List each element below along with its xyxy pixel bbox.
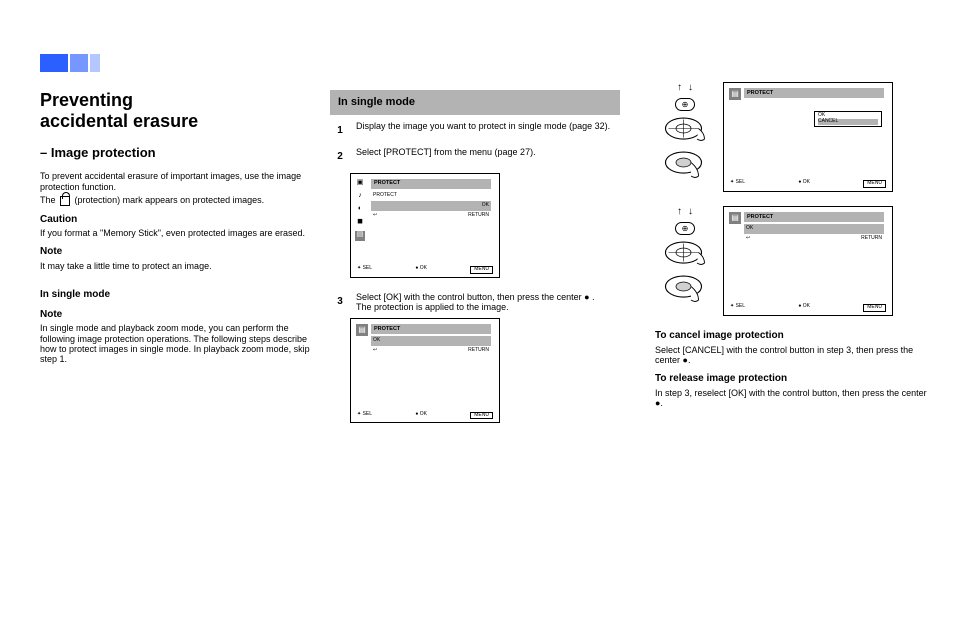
lcd2-row: PROTECT [371,191,491,201]
press-button-icon-b: ⊕ [675,222,696,235]
lcd2-menu: PROTECT OK ↩RETURN [371,191,491,221]
lcd3-title: PROTECT [371,324,491,334]
lcd3-row-highlight: OK [371,336,491,346]
lcd2-row-highlight: OK [371,201,491,211]
step-3-text: Select [OK] with the control button, the… [356,292,620,313]
lcd3-footer: ✦ SEL ● OK MENU [351,412,499,420]
center-press-icon [661,149,709,179]
release-heading: To release image protection [655,373,935,385]
remote-illustration-a: ↑↓ ⊕ [655,82,715,179]
lcd2-footer: ✦ SEL ● OK MENU [351,266,499,274]
icon-timer: ◐ [355,205,365,215]
lcdb-corner-icon: ▤ [729,212,741,224]
icon-card: ◼ [355,218,365,228]
step-1-text: Display the image you want to protect in… [356,121,620,131]
lcdb-row-highlight: OK [744,224,884,234]
lcdb-footer: ✦ SEL ● OK MENU [724,304,892,312]
logo-bar-1 [40,54,68,72]
icon-setup: ▤ [355,231,365,241]
lcd3-return: ↩RETURN [371,346,491,356]
lcda-popup: OK CANCEL [814,111,882,127]
release-body: In step 3, reselect [OK] with the contro… [655,388,935,409]
right-row-b: ↑↓ ⊕ ▤ PROTECT OK ↩RETURN ✦ [655,206,935,316]
single-mode-heading: In single mode [40,289,315,301]
lock-icon [60,196,70,206]
step-number-1: 1 [330,121,350,141]
lcd3-corner-icon: ▤ [356,324,368,336]
dpad-icon [661,115,709,145]
lcda-corner-icon: ▤ [729,88,741,100]
step-1: 1 Display the image you want to protect … [330,121,620,141]
lcdb-menu: OK ↩RETURN [744,224,884,244]
section-strip: In single mode [330,90,620,115]
note2-heading: Note [40,309,315,321]
dpad-icon-b [661,239,709,269]
cancel-body: Select [CANCEL] with the control button … [655,345,935,366]
lcd-step3: ▤ PROTECT OK ↩RETURN ✦ SEL ● OK MENU [350,318,500,423]
lcda-footer: ✦ SEL ● OK MENU [724,180,892,188]
note-heading: Note [40,246,315,258]
lcdb-return: ↩RETURN [744,234,884,244]
icon-sound: ♪ [355,192,365,202]
press-button-icon: ⊕ [675,98,696,111]
lcd2-side-icons: ▣ ♪ ◐ ◼ ▤ [355,179,365,241]
lcda-title: PROTECT [744,88,884,98]
caution-body: If you format a "Memory Stick", even pro… [40,228,315,238]
cancel-heading: To cancel image protection [655,330,935,342]
brand-logo [40,54,100,72]
lcd2-return: ↩RETURN [371,211,491,221]
page-subtitle: – Image protection [40,146,315,161]
center-press-icon-b [661,273,709,303]
step-number-3: 3 [330,292,350,312]
lcd-step2: ▣ ♪ ◐ ◼ ▤ PROTECT PROTECT OK ↩RETURN ✦ S… [350,173,500,278]
lcdb-title: PROTECT [744,212,884,222]
note-body: It may take a little time to protect an … [40,261,315,271]
lcd2-title: PROTECT [371,179,491,189]
logo-bar-2 [70,54,88,72]
note2-body: In single mode and playback zoom mode, y… [40,323,315,364]
arrow-hint-b: ↑↓ [677,206,693,218]
page-title: Preventing accidental erasure [40,90,315,131]
column-middle: In single mode 1 Display the image you w… [330,90,620,423]
icon-generic: ▣ [355,179,365,189]
lock-note: The (protection) mark appears on protect… [40,195,315,206]
right-row-a: ↑↓ ⊕ ▤ PROTECT OK CANCEL [655,82,935,192]
lcd-right-a: ▤ PROTECT OK CANCEL ✦ SEL ● OK MENU [723,82,893,192]
step-2-text: Select [PROTECT] from the menu (page 27)… [356,147,620,157]
step-2: 2 Select [PROTECT] from the menu (page 2… [330,147,620,167]
logo-bar-3 [90,54,100,72]
column-right: ↑↓ ⊕ ▤ PROTECT OK CANCEL [655,82,935,411]
intro-text: To prevent accidental erasure of importa… [40,171,315,192]
lcda-menu [744,100,884,110]
lcda-opt-cancel: CANCEL [818,119,878,125]
column-left: Preventing accidental erasure – Image pr… [40,90,315,368]
lcd3-menu: OK ↩RETURN [371,336,491,356]
remote-illustration-b: ↑↓ ⊕ [655,206,715,303]
step-number-2: 2 [330,147,350,167]
caution-heading: Caution [40,214,315,226]
lcd-right-b: ▤ PROTECT OK ↩RETURN ✦ SEL ● OK MENU [723,206,893,316]
lcda-row [744,100,884,110]
step-3: 3 Select [OK] with the control button, t… [330,292,620,313]
arrow-hint: ↑↓ [677,82,693,94]
